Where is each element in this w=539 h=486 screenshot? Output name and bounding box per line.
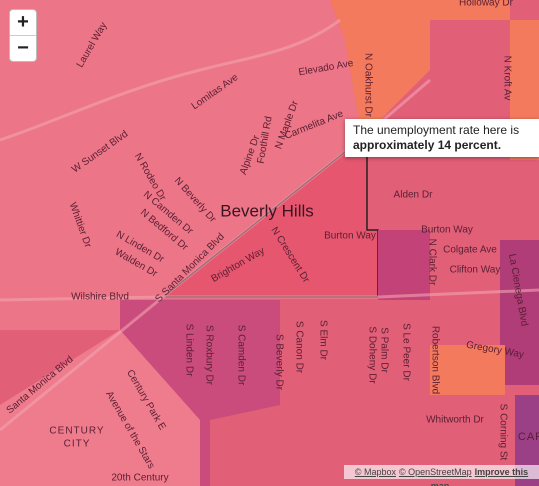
district-label: CITY	[64, 439, 91, 450]
attribution: © Mapbox © OpenStreetMap Improve this map	[344, 465, 539, 486]
street-label: N Kroft Av	[501, 56, 512, 101]
tooltip-value: approximately 14 percent.	[353, 138, 502, 152]
district-label: CENTURY	[49, 426, 104, 437]
street-label: S Corning St	[497, 404, 508, 461]
street-label: S Elm Dr	[317, 320, 328, 361]
street-label: N Clark Dr	[426, 239, 437, 286]
region	[515, 395, 539, 486]
region	[330, 0, 430, 140]
street-label: S Canon Dr	[293, 321, 304, 374]
tooltip-text: The unemployment rate here is	[353, 123, 520, 137]
region	[500, 240, 539, 385]
region	[430, 0, 510, 20]
street-label: Wilshire Blvd	[71, 292, 129, 303]
tooltip: The unemployment rate here is approximat…	[345, 119, 539, 157]
road	[0, 288, 539, 302]
district-label: CAR	[518, 431, 539, 443]
zoom-control: + −	[9, 9, 37, 62]
street-label: Burton Way	[421, 225, 473, 236]
street-label: S Camden Dr	[235, 325, 246, 386]
street-label: S Doheny Dr	[366, 326, 377, 384]
improve-link[interactable]: Improve this map	[430, 467, 529, 486]
attribution-link[interactable]: © Mapbox	[354, 467, 396, 477]
street-label: Holloway Dr	[459, 0, 514, 9]
street-label: Burton Way	[324, 231, 376, 242]
zoom-in[interactable]: +	[17, 11, 29, 33]
street-label: S Beverly Dr	[273, 334, 284, 391]
zoom-out[interactable]: −	[10, 35, 36, 61]
region	[430, 345, 505, 395]
region	[0, 0, 362, 330]
street-label: N Oakhurst Dr	[362, 53, 373, 118]
street-label: S Le Peer Dr	[400, 323, 411, 381]
street-label: Clifton Way	[450, 265, 501, 276]
road	[0, 78, 431, 432]
street-label: S Palm Dr	[378, 327, 389, 373]
city-label: Beverly Hills	[220, 201, 314, 220]
attribution-link[interactable]: © OpenStreetMap	[398, 467, 472, 477]
region	[0, 330, 200, 486]
street-label: Colgate Ave	[443, 245, 497, 256]
street-label: 20th Century	[111, 473, 168, 484]
street-label: Whitworth Dr	[426, 415, 484, 426]
street-label: Alden Dr	[394, 190, 434, 201]
road	[0, 18, 341, 142]
street-label: S Roxbury Dr	[203, 325, 214, 386]
region	[378, 230, 430, 300]
street-label: S Linden Dr	[183, 324, 194, 377]
street-label: Robertson Blvd	[429, 326, 440, 394]
